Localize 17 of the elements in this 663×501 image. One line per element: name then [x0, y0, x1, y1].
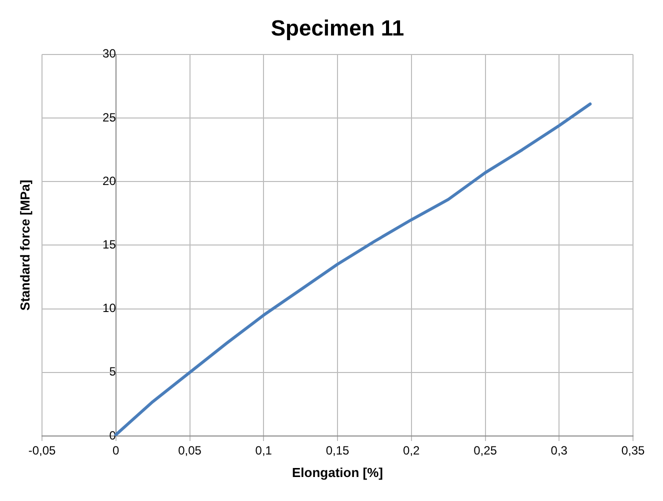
y-tick-label: 5	[109, 364, 116, 379]
x-tick-label: 0,25	[474, 444, 498, 458]
y-tick-label: 30	[102, 46, 116, 61]
x-tick-label: 0,1	[255, 444, 272, 458]
x-tick-label: 0,3	[550, 444, 568, 458]
x-tick-label: 0,35	[621, 444, 645, 458]
x-tick-label: 0,2	[403, 444, 420, 458]
x-tick-label: -0,05	[28, 444, 56, 458]
chart-title: Specimen 11	[270, 15, 404, 40]
y-tick-label: 20	[102, 174, 116, 188]
x-tick-label: 0,15	[326, 444, 350, 458]
y-tick-label: 25	[102, 110, 116, 124]
x-tick-label: 0,05	[178, 444, 202, 458]
x-axis-title: Elongation [%]	[292, 464, 383, 480]
y-tick-label: 10	[102, 301, 116, 316]
y-axis-title: Standard force [MPa]	[18, 180, 33, 311]
y-tick-label: 15	[102, 238, 116, 252]
